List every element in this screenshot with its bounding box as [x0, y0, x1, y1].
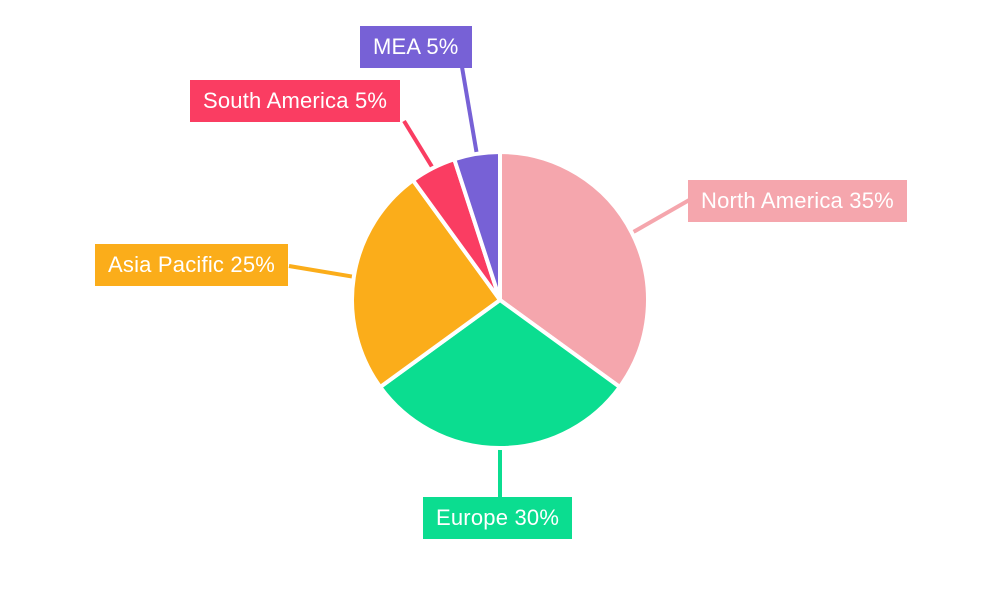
slice-label-europe: Europe 30%	[423, 497, 573, 539]
slice-label-text: MEA 5%	[373, 34, 459, 59]
pie-slice-asia-pacific[interactable]	[350, 178, 502, 389]
slice-label-text: Europe 30%	[436, 505, 560, 530]
slice-label-text: South America 5%	[203, 88, 388, 113]
slice-label-asia-pacific: Asia Pacific 25%	[95, 244, 289, 286]
leader-line-asia-pacific	[288, 264, 355, 279]
pie-slice-europe[interactable]	[378, 298, 622, 450]
leader-line-mea	[460, 66, 479, 155]
pie-slice-north-america[interactable]	[498, 150, 650, 389]
slice-label-text: North America 35%	[701, 188, 894, 213]
slice-label-south-america: South America 5%	[190, 80, 401, 122]
slice-label-text: Asia Pacific 25%	[108, 252, 276, 277]
slice-label-mea: MEA 5%	[360, 26, 472, 68]
leader-line-south-america	[402, 119, 435, 170]
slice-label-north-america: North America 35%	[688, 180, 907, 222]
pie-slice-mea[interactable]	[452, 150, 502, 302]
leader-line-north-america	[630, 197, 692, 235]
